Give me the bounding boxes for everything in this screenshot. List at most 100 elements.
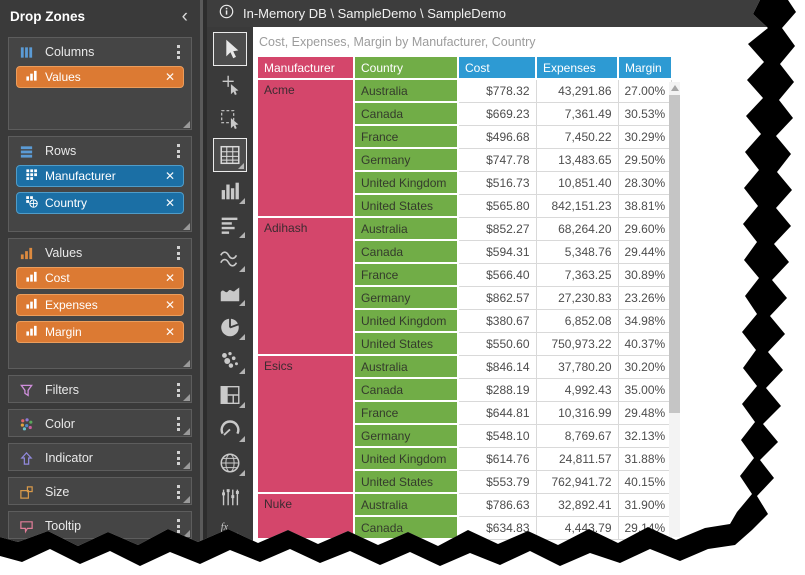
country-cell[interactable]: United Kingdom [354,447,459,471]
section-menu-icon[interactable] [173,141,184,162]
margin-cell[interactable]: 29.44% [618,240,673,264]
remove-chip-icon[interactable]: ✕ [164,169,175,183]
cost-cell[interactable]: $548.10 [458,424,537,448]
country-cell[interactable]: France [354,401,459,425]
expenses-cell[interactable]: 8,769.67 [536,424,619,448]
cost-cell[interactable]: $288.19 [458,378,537,402]
country-cell[interactable]: Australia [354,493,459,517]
drop-zone-section-filters[interactable]: Filters [8,375,192,403]
field-chip-expenses[interactable]: Expenses ✕ [16,294,184,316]
remove-chip-icon[interactable]: ✕ [164,325,175,339]
treemap-tool[interactable] [213,380,247,410]
margin-cell[interactable]: 29.48% [618,401,673,425]
expenses-cell[interactable]: 762,941.72 [536,470,619,494]
drop-zone-section-rows[interactable]: Rows Manufacturer ✕ Country ✕ [8,136,192,232]
margin-cell[interactable]: 31.88% [618,447,673,471]
cost-cell[interactable]: $566.40 [458,263,537,287]
gauge-tool[interactable] [213,414,247,444]
cost-cell[interactable]: $380.67 [458,309,537,333]
expenses-cell[interactable]: 750,973.22 [536,332,619,356]
column-header-country[interactable]: Country [354,57,459,80]
country-cell[interactable]: Canada [354,516,459,540]
cost-cell[interactable]: $644.81 [458,401,537,425]
country-cell[interactable]: Canada [354,378,459,402]
area-chart-tool[interactable] [213,278,247,308]
expenses-cell[interactable]: 842,151.23 [536,194,619,218]
margin-cell[interactable]: 30.89% [618,263,673,287]
country-cell[interactable]: United Kingdom [354,309,459,333]
cost-cell[interactable]: $496.68 [458,125,537,149]
country-cell[interactable]: France [354,263,459,287]
margin-cell[interactable]: 30.53% [618,102,673,126]
cost-cell[interactable]: $852.27 [458,217,537,241]
country-cell[interactable]: Canada [354,102,459,126]
cost-cell[interactable]: $786.63 [458,493,537,517]
margin-cell[interactable]: 29.60% [618,217,673,241]
grid-item-tool[interactable] [213,138,247,172]
column-header-expenses[interactable]: Expenses [536,57,619,80]
remove-chip-icon[interactable]: ✕ [164,196,175,210]
scroll-up-icon[interactable] [670,85,679,91]
margin-cell[interactable]: 29.50% [618,148,673,172]
manufacturer-cell[interactable]: Acme [258,79,355,218]
drop-zone-section-values[interactable]: Values Cost ✕ Expenses ✕ Margin ✕ [8,238,192,369]
country-cell[interactable]: Germany [354,148,459,172]
country-cell[interactable]: United Kingdom [354,171,459,195]
margin-cell[interactable]: 28.30% [618,171,673,195]
field-chip-cost[interactable]: Cost ✕ [16,267,184,289]
remove-chip-icon[interactable]: ✕ [164,70,175,84]
field-chip-values[interactable]: Values ✕ [16,66,184,88]
cost-cell[interactable]: $553.79 [458,470,537,494]
pie-chart-tool[interactable] [213,312,247,342]
drop-zone-section-tooltip[interactable]: Tooltip [8,511,192,539]
cost-cell[interactable]: $778.32 [458,79,537,103]
expenses-cell[interactable]: 4,443.79 [536,516,619,540]
bar-chart-tool[interactable] [213,176,247,206]
cost-cell[interactable]: $846.14 [458,355,537,379]
expenses-cell[interactable]: 4,992.43 [536,378,619,402]
cost-cell[interactable]: $550.60 [458,332,537,356]
field-chip-country[interactable]: Country ✕ [16,192,184,214]
scatter-chart-tool[interactable] [213,346,247,376]
column-header-manufacturer[interactable]: Manufacturer [258,57,355,80]
drop-zone-section-size[interactable]: Size [8,477,192,505]
line-chart-tool[interactable] [213,244,247,274]
margin-cell[interactable]: 27.00% [618,79,673,103]
country-cell[interactable]: Australia [354,217,459,241]
expenses-cell[interactable]: 32,892.41 [536,493,619,517]
cost-cell[interactable]: $669.23 [458,102,537,126]
expenses-cell[interactable]: 13,483.65 [536,148,619,172]
section-menu-icon[interactable] [173,243,184,264]
cost-cell[interactable]: $565.80 [458,194,537,218]
collapse-panel-icon[interactable]: ‹ [181,5,188,27]
margin-cell[interactable]: 32.13% [618,424,673,448]
country-cell[interactable]: Germany [354,286,459,310]
section-menu-icon[interactable] [173,380,184,401]
move-tool[interactable] [213,70,247,100]
area-select-tool[interactable] [213,104,247,134]
field-chip-manufacturer[interactable]: Manufacturer ✕ [16,165,184,187]
margin-cell[interactable]: 31.90% [618,493,673,517]
manufacturer-cell[interactable]: Nuke [258,493,355,540]
country-cell[interactable]: United States [354,470,459,494]
map-tool[interactable] [213,448,247,478]
margin-cell[interactable]: 40.15% [618,470,673,494]
margin-cell[interactable]: 23.26% [618,286,673,310]
section-menu-icon[interactable] [173,448,184,469]
cost-cell[interactable]: $594.31 [458,240,537,264]
cost-cell[interactable]: $614.76 [458,447,537,471]
drop-zone-section-indicator[interactable]: Indicator [8,443,192,471]
expenses-cell[interactable]: 27,230.83 [536,286,619,310]
remove-chip-icon[interactable]: ✕ [164,271,175,285]
section-menu-icon[interactable] [173,414,184,435]
margin-cell[interactable]: 30.29% [618,125,673,149]
custom-item-tool[interactable]: fx [213,516,247,546]
margin-cell[interactable]: 38.81% [618,194,673,218]
drop-zone-section-color[interactable]: Color [8,409,192,437]
expenses-cell[interactable]: 7,450.22 [536,125,619,149]
expenses-cell[interactable]: 10,851.40 [536,171,619,195]
pointer-tool[interactable] [213,32,247,66]
remove-chip-icon[interactable]: ✕ [164,298,175,312]
scrollbar-thumb[interactable] [669,95,680,413]
filter-elements-tool[interactable] [213,482,247,512]
